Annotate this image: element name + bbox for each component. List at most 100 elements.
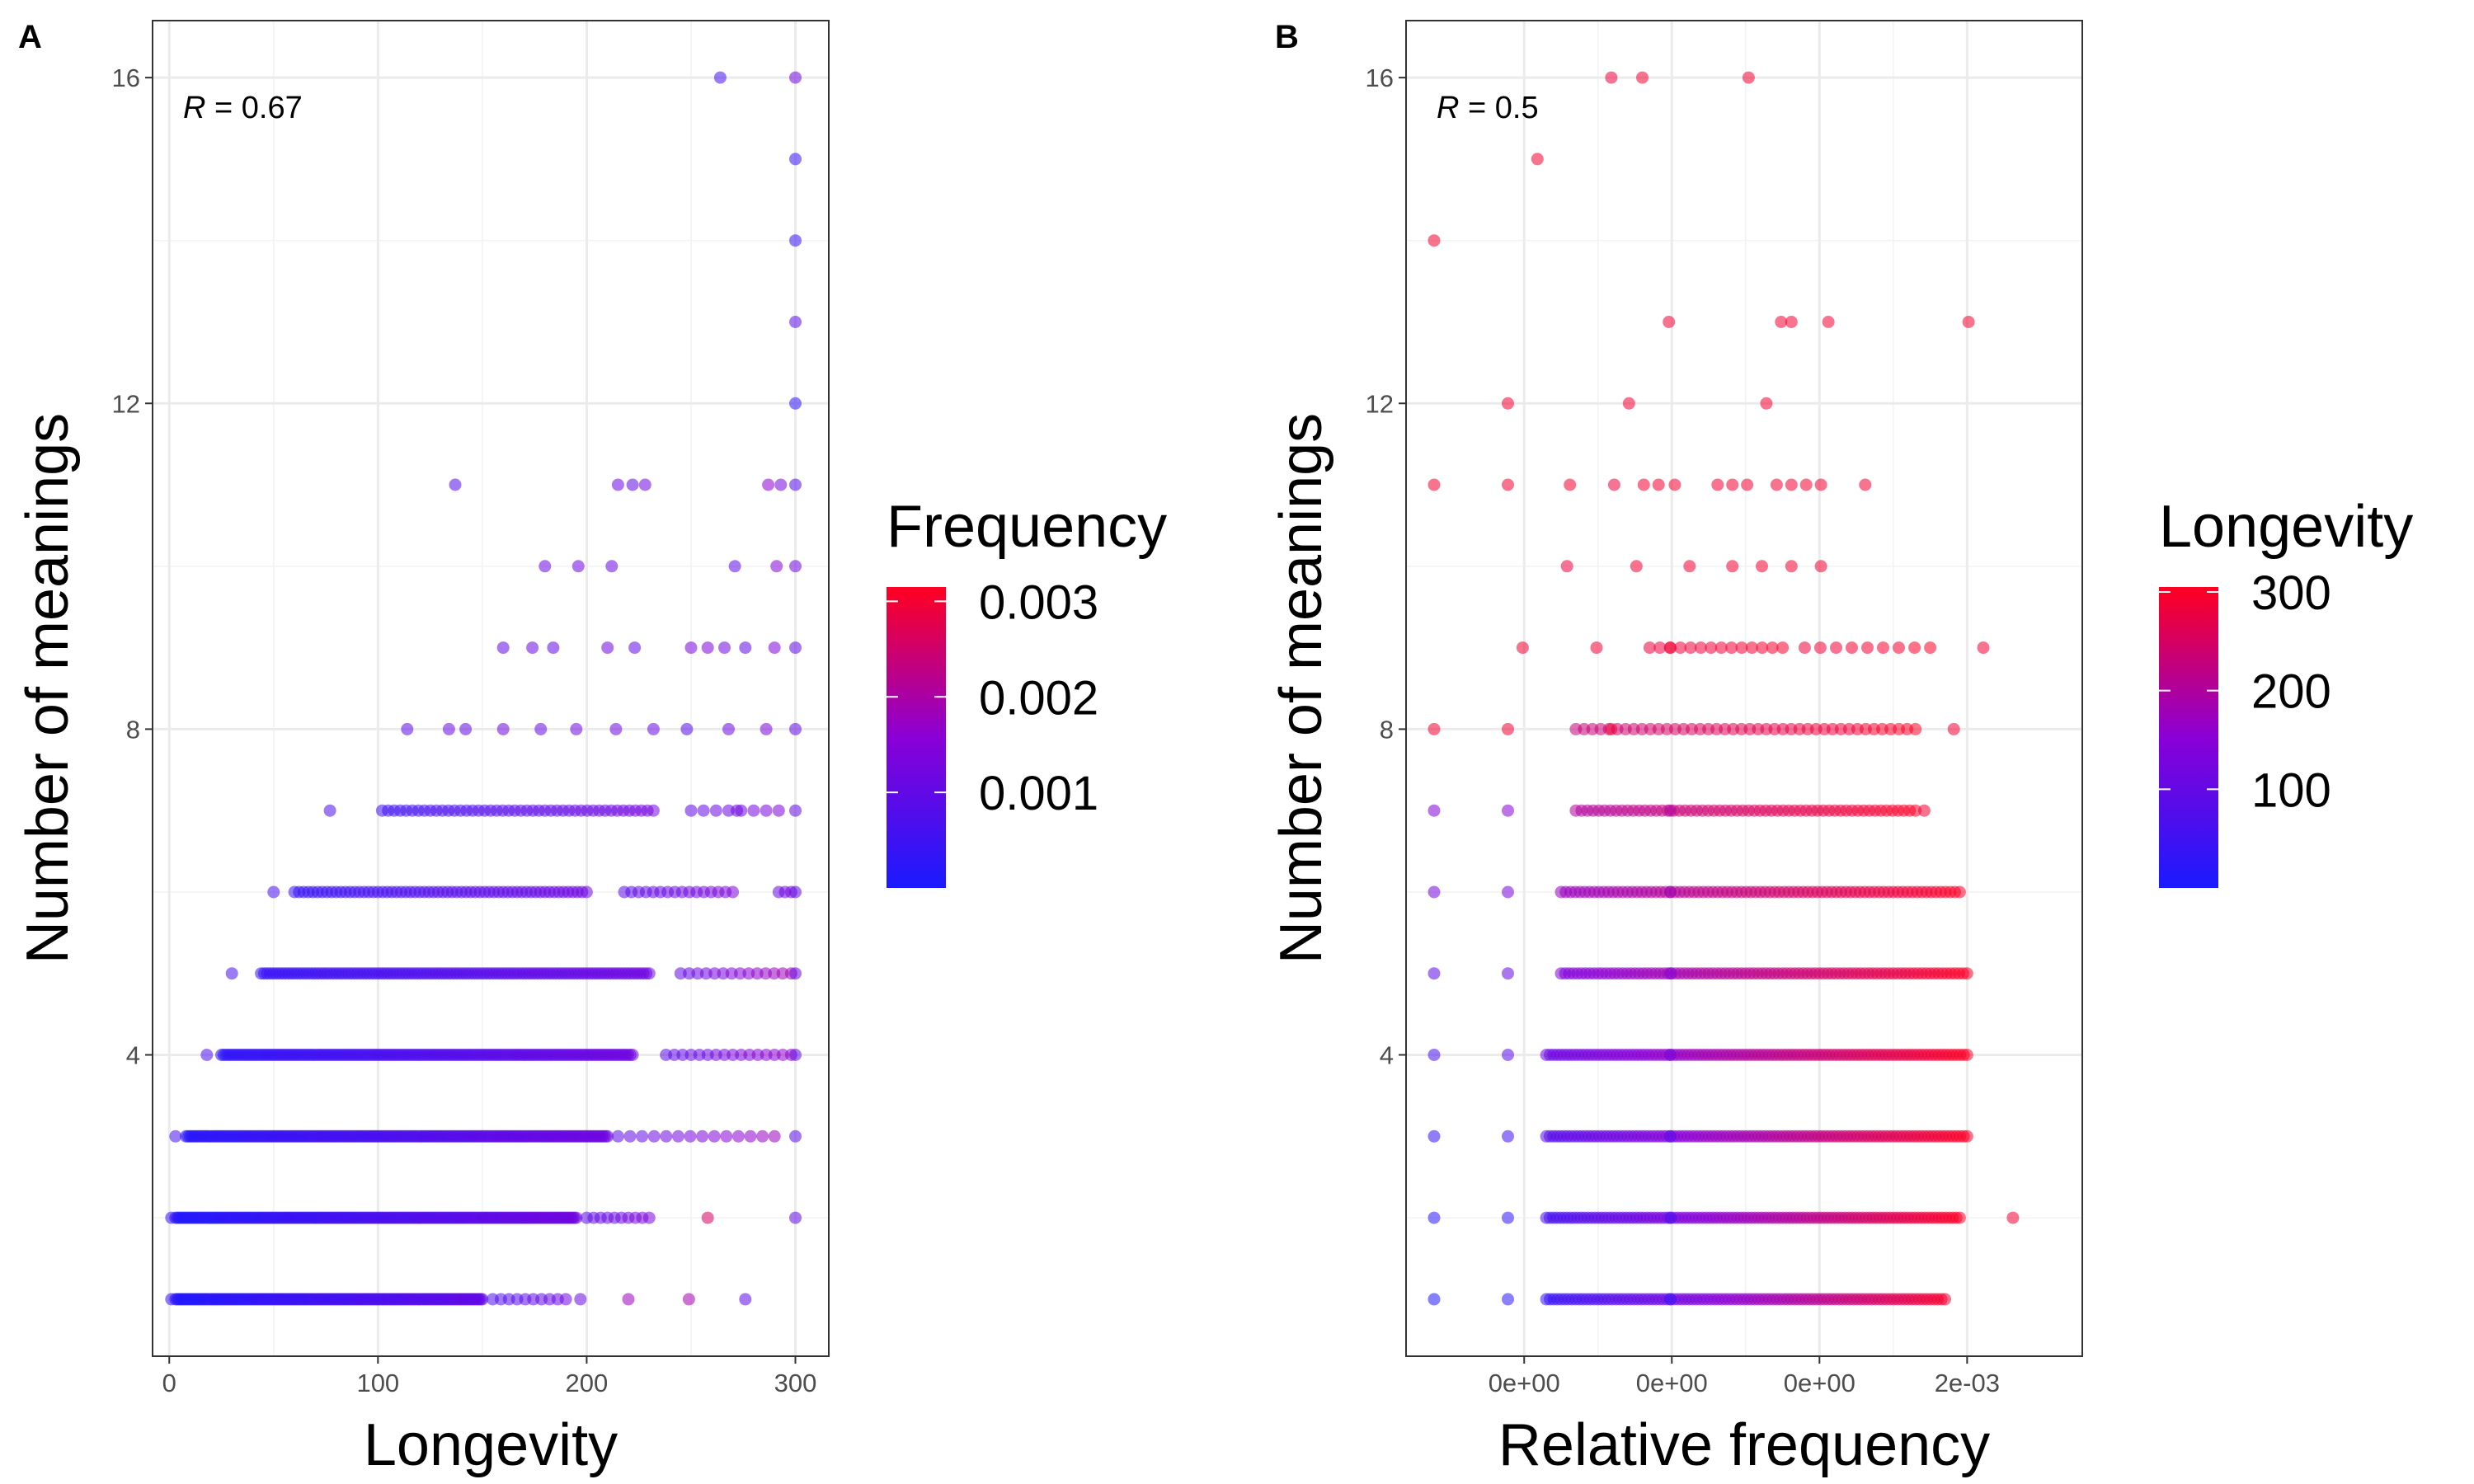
x-tick-label: 100 xyxy=(356,1369,399,1397)
data-point xyxy=(605,560,618,573)
data-point xyxy=(1502,722,1514,735)
data-point xyxy=(722,722,735,735)
legend-tick-label: 0.003 xyxy=(979,575,1098,629)
data-point xyxy=(1977,641,1990,655)
data-point xyxy=(1770,478,1783,491)
data-point xyxy=(1960,967,1973,980)
data-point xyxy=(660,1129,673,1143)
legend-tick-label: 0.001 xyxy=(979,767,1098,820)
data-point xyxy=(1664,1049,1677,1061)
data-point xyxy=(789,804,802,817)
data-point xyxy=(671,1129,684,1143)
data-point xyxy=(680,722,694,735)
data-point xyxy=(1664,804,1677,817)
data-point xyxy=(1893,641,1905,655)
data-point xyxy=(574,1293,587,1306)
data-point xyxy=(768,641,781,655)
panel-a-points xyxy=(165,71,802,1306)
data-point xyxy=(720,1129,733,1143)
data-point xyxy=(684,641,698,655)
data-point xyxy=(611,478,624,491)
data-point xyxy=(699,967,713,980)
data-point xyxy=(760,722,773,735)
data-point xyxy=(1652,478,1665,491)
data-point xyxy=(571,560,585,573)
data-point xyxy=(636,1129,649,1143)
data-point xyxy=(1917,804,1931,817)
data-point xyxy=(647,722,660,735)
data-point xyxy=(747,804,760,817)
data-point xyxy=(768,1129,781,1143)
data-point xyxy=(1775,316,1788,328)
data-point xyxy=(1636,71,1649,84)
data-point xyxy=(760,967,772,980)
data-point xyxy=(1694,641,1707,655)
data-point xyxy=(789,1211,802,1224)
data-point xyxy=(1776,641,1790,655)
data-point xyxy=(1674,641,1687,655)
y-tick-label: 16 xyxy=(1366,63,1394,92)
data-point xyxy=(1683,560,1696,573)
data-point xyxy=(1947,722,1960,735)
data-point xyxy=(728,560,741,573)
data-point xyxy=(1668,478,1681,491)
data-point xyxy=(731,804,744,817)
data-point xyxy=(1502,967,1514,980)
data-point xyxy=(1427,722,1441,735)
panel-a-tag: A xyxy=(18,19,42,55)
data-point xyxy=(1564,478,1577,491)
data-point xyxy=(165,1211,178,1224)
data-point xyxy=(1953,885,1966,899)
data-point xyxy=(601,1129,614,1143)
data-point xyxy=(1939,1293,1951,1306)
x-tick-label: 2e-03 xyxy=(1935,1369,2000,1397)
x-tick-label: 0e+00 xyxy=(1636,1369,1708,1397)
y-tick-label: 4 xyxy=(1380,1041,1394,1070)
panel-b-plot-border xyxy=(1405,20,2083,1357)
data-point xyxy=(718,641,731,655)
data-point xyxy=(1714,641,1728,655)
y-tick-label: 8 xyxy=(1380,715,1394,744)
data-point xyxy=(539,560,552,573)
data-point xyxy=(496,641,510,655)
data-point xyxy=(1705,641,1718,655)
data-point xyxy=(626,1049,639,1061)
data-point xyxy=(1822,316,1835,328)
data-point xyxy=(1684,641,1697,655)
data-point xyxy=(760,804,773,817)
data-point xyxy=(725,967,738,980)
data-point xyxy=(169,1129,182,1143)
data-point xyxy=(1427,1049,1441,1061)
data-point xyxy=(1785,478,1798,491)
data-point xyxy=(1766,641,1779,655)
data-point xyxy=(1502,885,1514,899)
data-point xyxy=(1427,1293,1441,1306)
panel-a-correlation-label: R = 0.67 xyxy=(183,91,303,125)
panel-b-y-axis-title: Number of meanings xyxy=(1268,413,1334,964)
data-point xyxy=(1877,641,1889,655)
data-point xyxy=(1798,641,1811,655)
legend-tick-label: 200 xyxy=(2251,665,2331,719)
data-point xyxy=(1653,641,1667,655)
data-point xyxy=(165,1293,178,1306)
data-point xyxy=(744,1129,757,1143)
data-point xyxy=(1962,316,1975,328)
x-tick-label: 0e+00 xyxy=(1784,1369,1856,1397)
data-point xyxy=(1664,1211,1677,1224)
data-point xyxy=(401,722,414,735)
data-point xyxy=(1664,885,1677,899)
data-point xyxy=(776,967,789,980)
data-point xyxy=(789,316,802,328)
data-point xyxy=(1502,397,1514,410)
data-point xyxy=(1960,1129,1973,1143)
data-point xyxy=(611,1129,624,1143)
data-point xyxy=(1664,967,1677,980)
data-point xyxy=(534,722,548,735)
data-point xyxy=(727,885,740,899)
x-tick-label: 0e+00 xyxy=(1489,1369,1560,1397)
data-point xyxy=(684,1129,697,1143)
data-point xyxy=(1924,641,1937,655)
data-point xyxy=(1630,560,1643,573)
data-point xyxy=(756,1129,769,1143)
panel-a-plot-background xyxy=(153,21,829,1356)
